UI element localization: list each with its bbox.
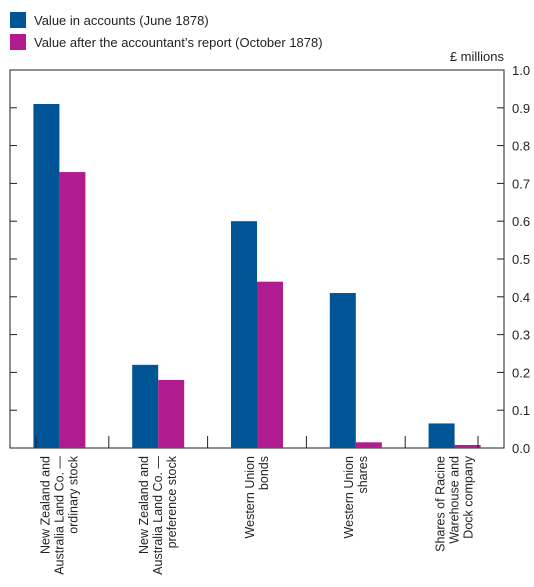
y-tick-label: 0.0 [512, 441, 530, 456]
y-axis-unit-label: £ millions [450, 49, 505, 64]
x-category-label: ordinary stock [66, 455, 80, 534]
y-tick-label: 0.3 [512, 328, 530, 343]
y-tick-label: 0.9 [512, 101, 530, 116]
bar-s2-c1 [59, 172, 86, 448]
x-category-label: Dock company [462, 455, 476, 538]
x-category-label: New Zealand and [137, 456, 151, 554]
x-category-label: New Zealand and [38, 456, 52, 554]
bar-s2-c2 [158, 379, 185, 448]
x-category-label: shares [356, 456, 370, 494]
y-tick-label: 0.5 [512, 252, 530, 267]
x-category-label: preference stock [165, 455, 179, 548]
x-category-label: bonds [257, 456, 271, 490]
bar-s1-c1 [33, 104, 60, 449]
x-category-label: Shares of Racine [434, 456, 448, 552]
legend-swatch-2 [10, 34, 26, 50]
y-tick-label: 0.8 [512, 139, 530, 154]
bar-s1-c2 [132, 364, 159, 448]
x-category-label: Western Union [243, 456, 257, 538]
x-category-label: Warehouse and [448, 456, 462, 544]
y-tick-label: 0.1 [512, 403, 530, 418]
bar-s2-c5 [454, 444, 481, 448]
y-tick-label: 0.6 [512, 214, 530, 229]
y-axis: 0.0 0.1 0.2 0.3 0.4 0.5 0.6 0.7 0.8 0.9 1.0 [10, 63, 530, 456]
legend-label-2: Value after the accountant’s report (Oct… [34, 35, 323, 50]
bar-s1-c4 [329, 293, 356, 448]
bar-s1-c5 [428, 423, 455, 448]
bars [33, 104, 481, 449]
bar-s2-c3 [257, 281, 283, 448]
y-tick-label: 0.7 [512, 176, 530, 191]
x-category-label: Australia Land Co. — [151, 456, 165, 575]
legend-label-1: Value in accounts (June 1878) [34, 13, 209, 28]
x-axis: New Zealand and Australia Land Co. — ordin… [35, 436, 479, 575]
bar-s2-c4 [355, 442, 382, 448]
legend: Value in accounts (June 1878) Value after… [10, 12, 323, 50]
x-category-label: Australia Land Co. — [52, 456, 66, 575]
legend-swatch-1 [10, 12, 26, 28]
x-category-label: Western Union [342, 456, 356, 538]
y-tick-label: 1.0 [512, 63, 530, 78]
y-tick-label: 0.4 [512, 290, 530, 305]
bar-s1-c3 [231, 221, 257, 448]
y-tick-label: 0.2 [512, 365, 530, 380]
